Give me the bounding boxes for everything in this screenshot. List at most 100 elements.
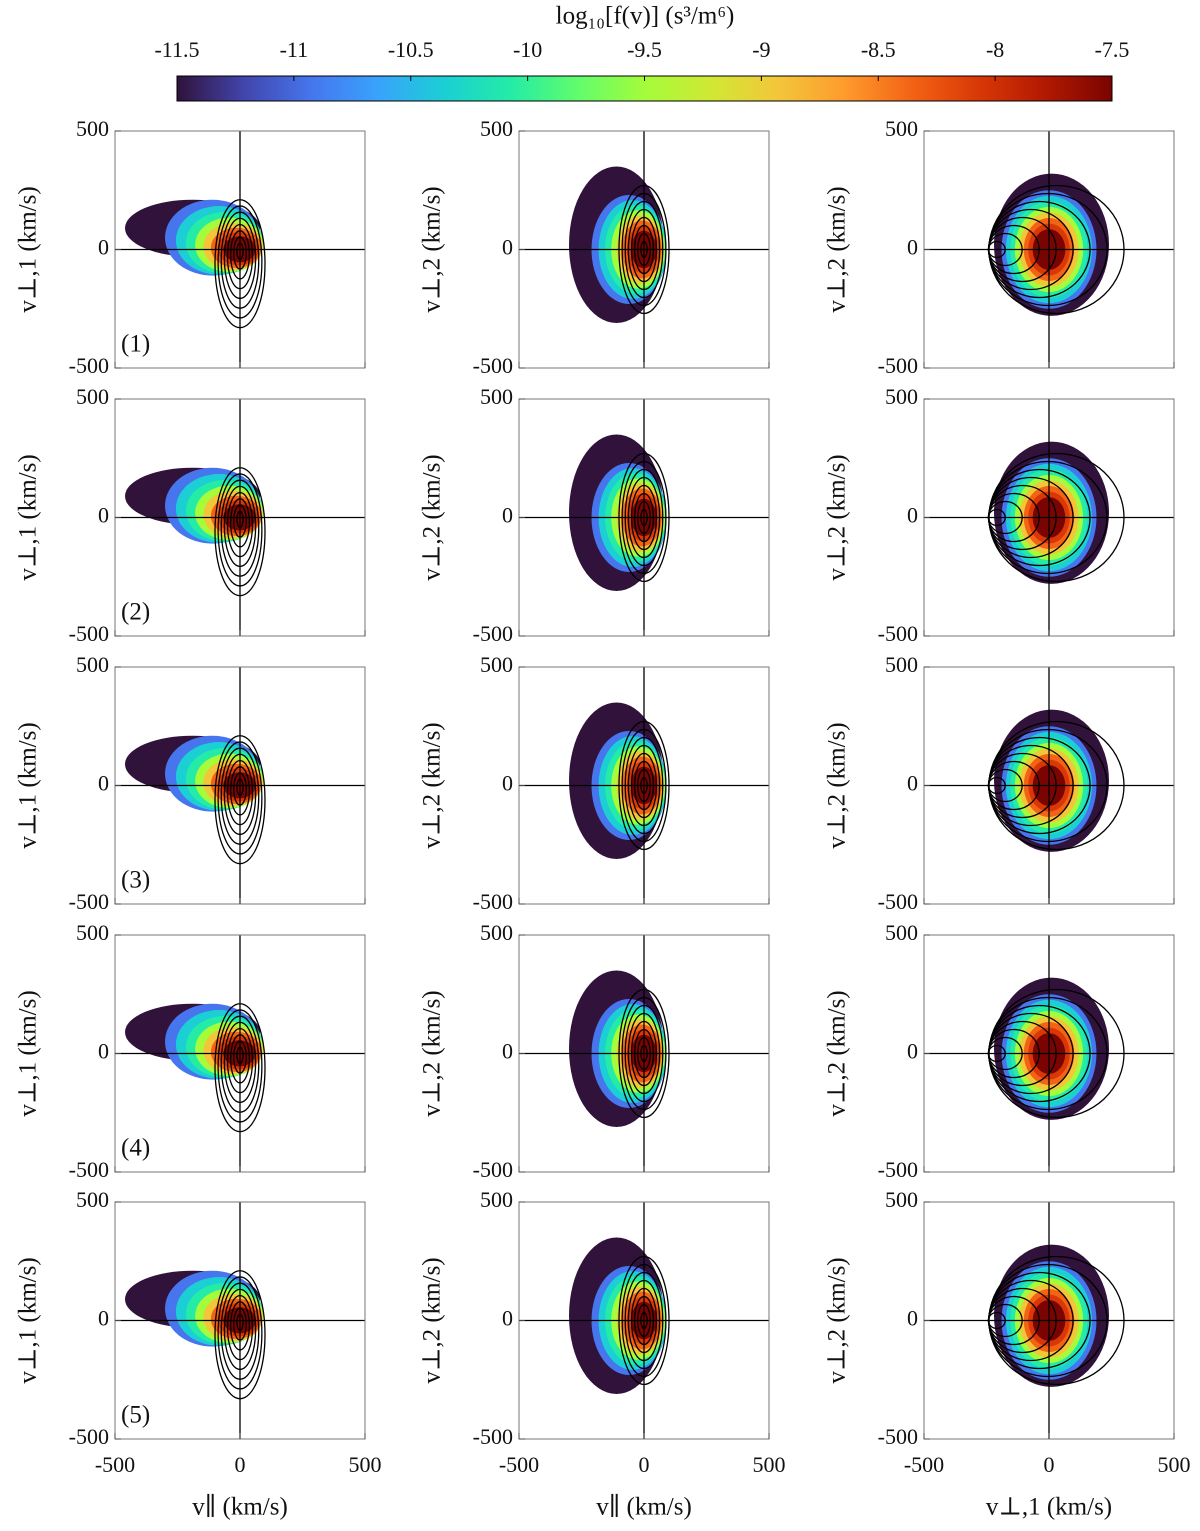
y-tick-label: -500 (878, 1424, 918, 1449)
y-tick-label: 500 (885, 116, 918, 141)
x-axis-label: v⊥,1 (km/s) (986, 1494, 1112, 1521)
y-tick-label: -500 (878, 889, 918, 914)
colorbar-tick-label: -10.5 (388, 37, 434, 62)
y-axis-label: v⊥,2 (km/s) (419, 990, 446, 1116)
y-tick-label: 500 (76, 116, 109, 141)
panel: -500 0 500 v⊥,2 (km/s) (419, 384, 770, 646)
y-axis-label: v⊥,1 (km/s) (15, 454, 42, 580)
colorbar-tick-label: -8 (986, 37, 1004, 62)
colorbar-label: log₁₀[f(v)] (s³/m⁶) (556, 3, 735, 30)
x-axis-label: v∥ (km/s) (192, 1494, 288, 1521)
y-axis-label: v⊥,2 (km/s) (419, 186, 446, 312)
y-axis-label: v⊥,2 (km/s) (419, 454, 446, 580)
panel: -500 0 500 v⊥,1 (km/s) (3) (15, 652, 366, 914)
y-tick-label: 500 (480, 920, 513, 945)
plot-area (987, 1244, 1125, 1387)
colorbar-tick-label: -11.5 (154, 37, 199, 62)
y-tick-label: 0 (98, 771, 109, 796)
panel-label: (4) (121, 1135, 150, 1162)
y-axis-label: v⊥,2 (km/s) (419, 1257, 446, 1383)
y-tick-label: -500 (473, 1424, 513, 1449)
panel: -500 0 500 -500 0 500 v⊥,1 (km/s) v∥ (km/s) (5) (15, 1187, 382, 1521)
y-tick-label: 0 (502, 235, 513, 260)
x-tick-label: 0 (1044, 1452, 1055, 1477)
plot-area (987, 441, 1125, 584)
panel: -500 0 500 -500 0 500 v⊥,2 (km/s) v∥ (km/s) (419, 1187, 786, 1521)
y-tick-label: 0 (907, 1306, 918, 1331)
y-tick-label: 0 (907, 235, 918, 260)
panel-label: (5) (121, 1402, 150, 1429)
y-tick-label: -500 (878, 353, 918, 378)
plot-area (987, 977, 1125, 1120)
panel: -500 0 500 -500 0 500 v⊥,2 (km/s) v⊥,1 (km/s) (824, 1187, 1191, 1521)
plot-area (569, 434, 670, 591)
plot-area (125, 735, 266, 865)
y-tick-label: -500 (473, 1157, 513, 1182)
panel: -500 0 500 v⊥,2 (km/s) (824, 652, 1175, 914)
y-tick-label: 500 (885, 1187, 918, 1212)
plot-area (125, 199, 266, 329)
y-tick-label: -500 (69, 353, 109, 378)
colorbar-tick-label: -7.5 (1095, 37, 1130, 62)
colorbar-tick-label: -8.5 (861, 37, 896, 62)
y-tick-label: 0 (502, 503, 513, 528)
y-tick-label: 500 (480, 1187, 513, 1212)
colorbar-tick-label: -9.5 (627, 37, 662, 62)
y-tick-label: -500 (878, 1157, 918, 1182)
panel-label: (3) (121, 867, 150, 894)
x-tick-label: -500 (499, 1452, 539, 1477)
y-tick-label: -500 (878, 621, 918, 646)
y-tick-label: 500 (480, 652, 513, 677)
plot-area (987, 709, 1125, 852)
colorbar-tick-label: -9 (752, 37, 770, 62)
y-axis-label: v⊥,2 (km/s) (824, 1257, 851, 1383)
x-axis-label: v∥ (km/s) (596, 1494, 692, 1521)
y-tick-label: 500 (76, 384, 109, 409)
y-tick-label: 500 (76, 1187, 109, 1212)
plot-area (569, 1237, 670, 1394)
x-tick-label: 0 (639, 1452, 650, 1477)
x-tick-label: 0 (235, 1452, 246, 1477)
y-tick-label: -500 (69, 889, 109, 914)
y-tick-label: 500 (885, 652, 918, 677)
panel-label: (1) (121, 331, 150, 358)
x-tick-label: -500 (904, 1452, 944, 1477)
plot-area (125, 1270, 266, 1400)
y-axis-label: v⊥,1 (km/s) (15, 990, 42, 1116)
y-tick-label: 0 (907, 503, 918, 528)
y-tick-label: -500 (473, 621, 513, 646)
y-tick-label: 500 (480, 116, 513, 141)
y-tick-label: 0 (98, 503, 109, 528)
colorbar-tick-label: -10 (513, 37, 542, 62)
y-tick-label: 0 (502, 771, 513, 796)
plot-area (569, 702, 670, 859)
panel: -500 0 500 v⊥,1 (km/s) (4) (15, 920, 366, 1182)
y-tick-label: 0 (98, 1306, 109, 1331)
plot-area (569, 970, 670, 1127)
y-axis-label: v⊥,2 (km/s) (824, 722, 851, 848)
x-tick-label: -500 (95, 1452, 135, 1477)
plot-area (125, 1003, 266, 1133)
colorbar-tick-label: -11 (280, 37, 309, 62)
panel: -500 0 500 v⊥,1 (km/s) (2) (15, 384, 366, 646)
plot-area (569, 166, 670, 323)
y-tick-label: -500 (473, 889, 513, 914)
y-tick-label: -500 (69, 1424, 109, 1449)
y-tick-label: 500 (76, 920, 109, 945)
panel: -500 0 500 v⊥,2 (km/s) (419, 116, 770, 378)
y-axis-label: v⊥,1 (km/s) (15, 186, 42, 312)
y-tick-label: 0 (98, 235, 109, 260)
panel: -500 0 500 v⊥,2 (km/s) (419, 652, 770, 914)
panel: -500 0 500 v⊥,1 (km/s) (1) (15, 116, 366, 378)
panel: -500 0 500 v⊥,2 (km/s) (824, 920, 1175, 1182)
plot-area (125, 467, 266, 597)
x-tick-label: 500 (349, 1452, 382, 1477)
y-tick-label: 500 (885, 920, 918, 945)
panel: -500 0 500 v⊥,2 (km/s) (824, 384, 1175, 646)
y-tick-label: -500 (473, 353, 513, 378)
y-tick-label: 500 (76, 652, 109, 677)
y-tick-label: 0 (502, 1039, 513, 1064)
y-axis-label: v⊥,2 (km/s) (824, 454, 851, 580)
panel-label: (2) (121, 599, 150, 626)
